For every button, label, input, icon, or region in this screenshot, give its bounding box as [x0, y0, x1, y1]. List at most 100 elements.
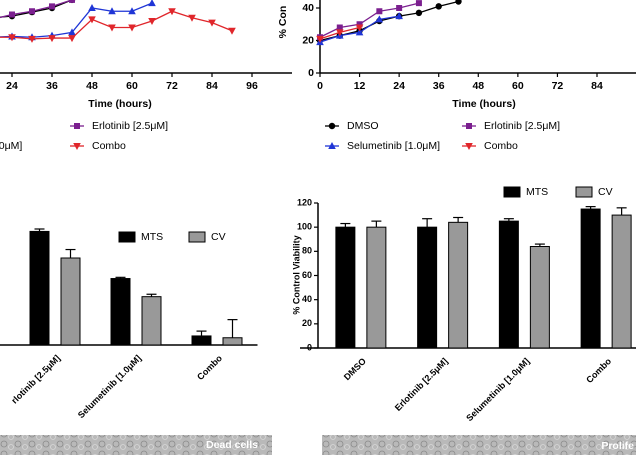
- series-line: [319, 2, 420, 38]
- legend-marker: [73, 143, 81, 150]
- marker: [28, 35, 36, 43]
- marker: [9, 11, 15, 18]
- marker: [335, 29, 344, 37]
- x-tick-label: 60: [512, 80, 524, 92]
- bar: [498, 220, 519, 349]
- y-tick-label: 60: [302, 270, 312, 280]
- x-tick-label: 72: [552, 80, 564, 92]
- marker: [68, 35, 76, 43]
- x-tick-label: 24: [393, 80, 405, 92]
- legend-label: CV: [598, 186, 613, 198]
- marker: [396, 5, 403, 11]
- x-tick-label: 84: [206, 80, 218, 92]
- y-tick-label: 80: [302, 246, 312, 256]
- marker: [435, 3, 442, 10]
- y-tick-label: 20: [302, 34, 314, 46]
- bar: [29, 230, 50, 346]
- marker: [148, 18, 156, 25]
- x-tick-label: Selumetinib [1.0μM]: [76, 353, 143, 420]
- marker: [228, 27, 236, 35]
- bar: [417, 226, 438, 349]
- bar: [366, 226, 387, 349]
- legend-label: Erlotinib [2.5μM]: [92, 120, 168, 132]
- series-line: [0, 2, 153, 38]
- y-tick-label: 40: [302, 294, 312, 304]
- x-tick-label: Selumetinib [1.0μM]: [464, 356, 531, 423]
- legend-label: CV: [211, 231, 226, 243]
- y-axis-label: % Control Viability: [291, 235, 301, 314]
- x-tick-label: 48: [86, 80, 98, 92]
- legend-label: DMSO: [347, 120, 379, 132]
- y-tick-label: 20: [302, 318, 312, 328]
- marker: [108, 24, 116, 32]
- legend-label: ib [1.0μM]: [0, 140, 22, 152]
- marker: [68, 28, 76, 36]
- x-tick-label: DMSO: [342, 356, 368, 382]
- legend-label: Selumetinib [1.0μM]: [347, 140, 440, 152]
- y-tick-label: 100: [297, 222, 312, 232]
- x-axis-label: Time (hours): [452, 98, 515, 110]
- bar: [191, 335, 212, 346]
- x-tick-label: Combo: [195, 353, 224, 382]
- x-tick-label: Erlotinib [2.5μM]: [393, 356, 450, 413]
- marker: [316, 35, 324, 43]
- marker: [355, 28, 364, 36]
- x-tick-label: 96: [246, 80, 258, 92]
- marker: [29, 8, 35, 15]
- marker: [148, 0, 156, 7]
- marker: [395, 12, 403, 20]
- marker: [375, 15, 384, 23]
- marker: [356, 21, 363, 28]
- marker: [415, 9, 423, 17]
- legend-marker: [74, 123, 80, 129]
- legend-label: MTS: [526, 186, 548, 198]
- marker: [168, 8, 176, 16]
- y-tick-label: 40: [302, 2, 314, 14]
- y-axis-label: % Con: [277, 6, 289, 39]
- x-tick-label: 36: [46, 80, 58, 92]
- marker: [69, 0, 75, 3]
- marker: [8, 34, 16, 42]
- image-label: Prolife: [601, 440, 634, 452]
- bar: [110, 278, 131, 346]
- legend-label: Combo: [484, 140, 518, 152]
- image-label: Dead cells: [206, 439, 258, 451]
- legend-label: Erlotinib [2.5μM]: [484, 120, 560, 132]
- legend-swatch: [503, 186, 521, 198]
- marker: [88, 4, 96, 11]
- legend-swatch: [118, 231, 136, 243]
- marker: [208, 19, 216, 27]
- marker: [376, 8, 383, 15]
- marker: [188, 14, 196, 22]
- y-tick-label: 0: [308, 67, 314, 79]
- marker: [48, 35, 56, 43]
- marker: [88, 16, 96, 24]
- legend-marker: [328, 142, 336, 149]
- marker: [455, 0, 462, 5]
- x-tick-label: 0: [317, 80, 323, 92]
- x-tick-label: 36: [433, 80, 445, 92]
- legend-marker: [466, 123, 472, 129]
- marker: [355, 24, 364, 32]
- x-tick-label: 48: [472, 80, 484, 92]
- x-tick-label: Combo: [584, 356, 613, 385]
- x-tick-label: rlotinib [2.5μM]: [9, 353, 62, 406]
- bar: [141, 296, 162, 346]
- legend-marker: [465, 143, 473, 150]
- legend-label: Combo: [92, 140, 126, 152]
- bar: [448, 221, 469, 349]
- bar: [335, 226, 356, 349]
- legend-swatch: [188, 231, 206, 243]
- legend-marker: [328, 122, 336, 130]
- marker: [336, 24, 343, 31]
- micrograph: [0, 435, 272, 455]
- marker: [415, 0, 422, 7]
- series-line: [0, 10, 233, 40]
- bar: [222, 337, 243, 346]
- bar: [611, 214, 632, 349]
- marker: [108, 7, 116, 15]
- legend-label: MTS: [141, 231, 163, 243]
- bar: [580, 208, 601, 349]
- micrograph: [322, 435, 636, 455]
